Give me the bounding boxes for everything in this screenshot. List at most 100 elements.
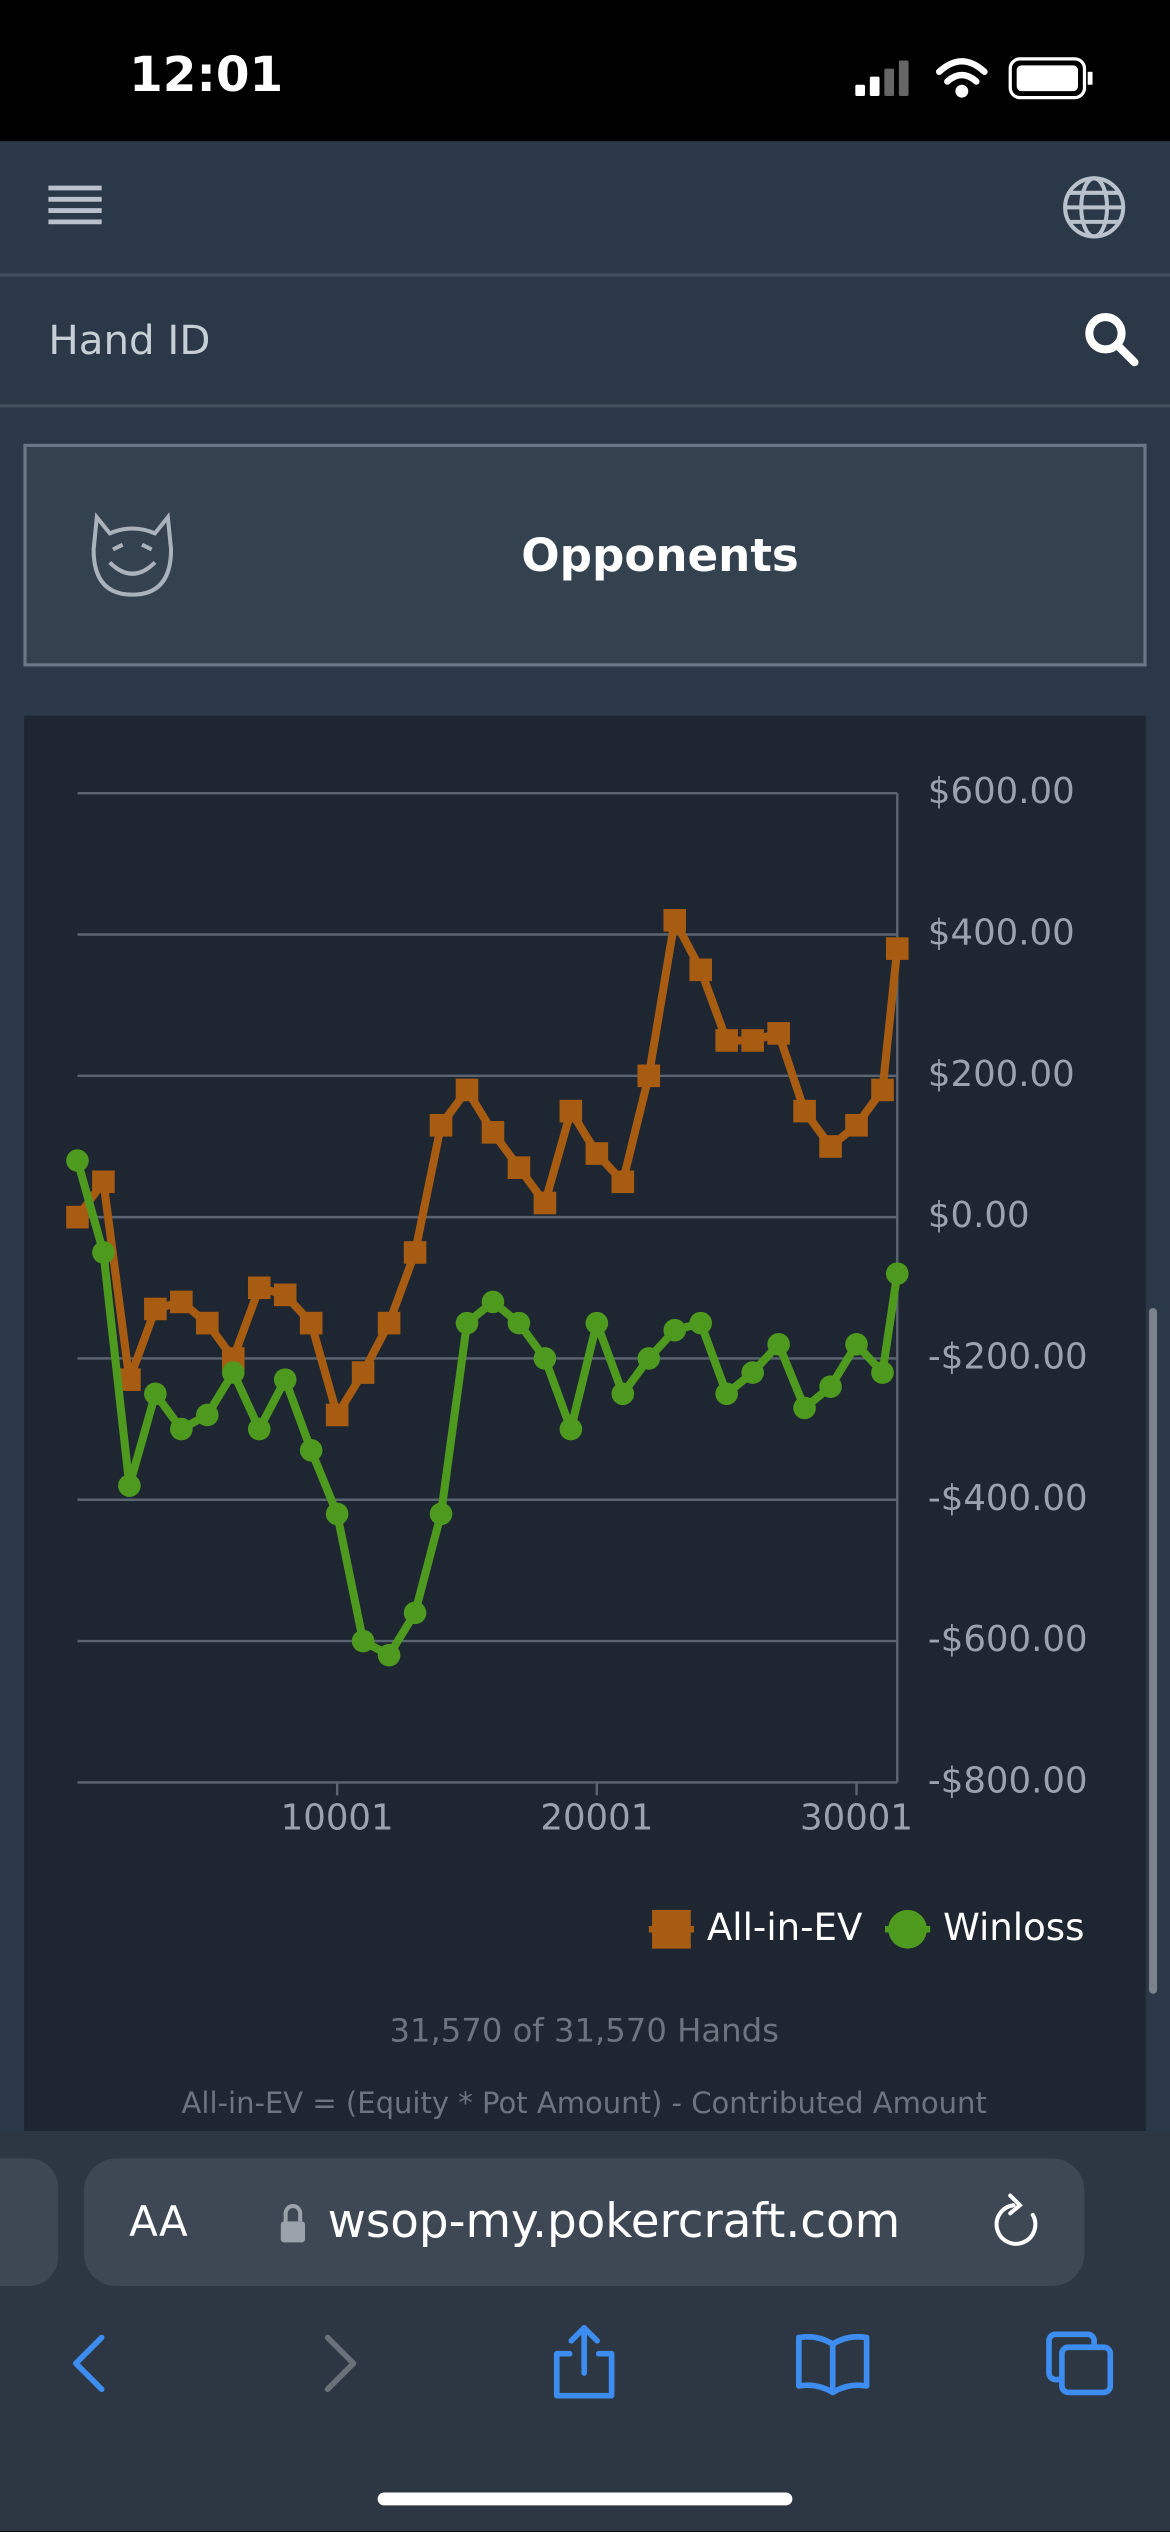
lock-icon (280, 2204, 306, 2243)
point (741, 1361, 764, 1384)
search-button[interactable] (1085, 313, 1139, 367)
point (66, 1205, 89, 1229)
point (455, 1078, 479, 1102)
point (637, 1347, 661, 1370)
y-tick-label: $400.00 (928, 912, 1075, 953)
x-tick-label: 30001 (800, 1798, 913, 1839)
point (793, 1396, 816, 1420)
point (299, 1311, 323, 1335)
point (429, 1113, 453, 1137)
point (741, 1029, 764, 1052)
point (429, 1502, 453, 1526)
address-bar[interactable] (83, 2158, 1085, 2286)
point (793, 1099, 816, 1123)
chart: -$800.00 -$600.00 -$400.00 -$200.00 $0.00 $20… (66, 771, 1088, 1949)
opponents-icon (91, 512, 174, 597)
y-tick-label: -$200.00 (928, 1336, 1088, 1377)
x-tick-label: 20001 (540, 1798, 653, 1839)
bookmarks-button[interactable] (796, 2333, 870, 2396)
legend-label: All-in-EV (707, 1906, 863, 1949)
point (66, 1149, 89, 1172)
language-button[interactable] (1063, 176, 1126, 239)
clock: 12:01 (129, 47, 283, 103)
point (299, 1439, 323, 1462)
point (221, 1361, 245, 1384)
point (885, 1262, 909, 1285)
point (585, 1311, 609, 1335)
point (144, 1297, 167, 1321)
point (559, 1099, 583, 1123)
opponents-label: Opponents (521, 529, 799, 582)
point (819, 1375, 842, 1399)
point (715, 1029, 738, 1052)
point (170, 1417, 193, 1441)
point (507, 1311, 531, 1335)
point (819, 1135, 842, 1158)
point (196, 1311, 219, 1335)
point (325, 1502, 349, 1526)
hands-caption: 31,570 of 31,570 Hands (389, 2012, 778, 2050)
legend-marker (888, 1909, 927, 1949)
point (507, 1156, 531, 1179)
point (351, 1629, 375, 1653)
point (92, 1170, 115, 1194)
point (689, 958, 713, 982)
point (845, 1113, 868, 1137)
x-tick-label: 10001 (281, 1798, 394, 1839)
point (403, 1241, 427, 1264)
point (637, 1064, 661, 1088)
point (118, 1474, 141, 1497)
point (663, 1318, 687, 1342)
point (585, 1142, 609, 1165)
point (689, 1311, 713, 1335)
forward-button[interactable] (324, 2334, 357, 2393)
point (273, 1368, 297, 1391)
battery-icon (1008, 57, 1093, 100)
y-tick-label: $600.00 (928, 771, 1075, 812)
point (481, 1290, 505, 1314)
y-tick-label: -$800.00 (928, 1760, 1088, 1801)
point (767, 1022, 790, 1045)
legend-marker (652, 1909, 691, 1949)
point (351, 1361, 375, 1384)
point (885, 937, 909, 960)
point (273, 1283, 297, 1307)
point (196, 1403, 219, 1427)
point (481, 1121, 505, 1144)
point (247, 1417, 271, 1441)
y-tick-label: $0.00 (928, 1195, 1030, 1236)
home-indicator (377, 2492, 793, 2506)
scrollbar (1149, 1307, 1158, 1994)
y-tick-label: $200.00 (928, 1054, 1075, 1095)
previous-tab[interactable] (0, 2158, 59, 2286)
point (118, 1368, 141, 1391)
point (845, 1333, 868, 1356)
signal-icon (855, 60, 909, 96)
search-bar[interactable] (0, 276, 1170, 406)
back-button[interactable] (73, 2334, 105, 2393)
point (715, 1382, 738, 1406)
point (871, 1078, 894, 1102)
point (533, 1191, 557, 1215)
tabs-button[interactable] (1046, 2331, 1114, 2396)
share-button[interactable] (553, 2325, 615, 2399)
y-tick-label: -$600.00 (928, 1619, 1088, 1660)
point (403, 1601, 427, 1625)
menu-button[interactable] (48, 185, 102, 225)
y-tick-label: -$400.00 (928, 1478, 1088, 1519)
reload-button[interactable] (994, 2193, 1038, 2246)
point (767, 1333, 790, 1356)
point (325, 1403, 349, 1427)
point (533, 1347, 557, 1370)
point (377, 1643, 401, 1667)
point (559, 1417, 583, 1441)
search-placeholder: Hand ID (48, 317, 210, 364)
url: wsop-my.pokercraft.com (328, 2195, 901, 2249)
point (611, 1170, 635, 1194)
point (92, 1241, 115, 1264)
point (377, 1311, 401, 1335)
text-size-button[interactable]: AA (129, 2197, 188, 2246)
opponents-button[interactable] (23, 443, 1147, 667)
